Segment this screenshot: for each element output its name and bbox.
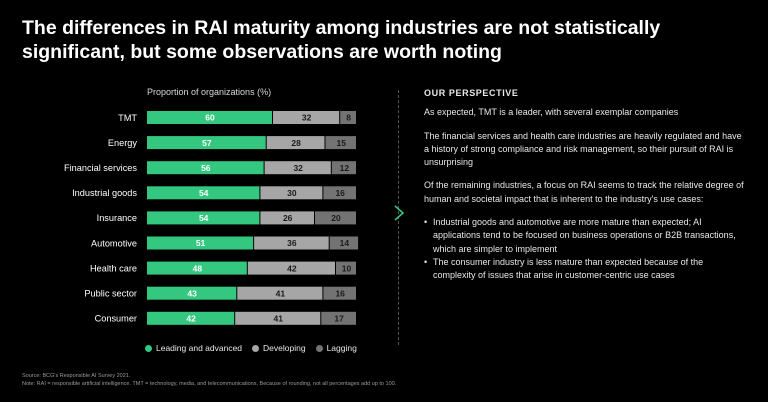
legend-dot-developing	[252, 344, 260, 352]
perspective-bullet-2: The consumer industry is less mature tha…	[424, 256, 744, 283]
perspective-para-3: Of the remaining industries, a focus on …	[424, 180, 744, 204]
perspective-para-1: As expected, TMT is a leader, with sever…	[424, 107, 679, 118]
bar-insurance-developing	[260, 211, 314, 225]
data-label-energy-lagging: 15	[337, 138, 347, 148]
category-label-automotive: Automotive	[91, 238, 137, 248]
legend-dot-lagging	[315, 344, 323, 352]
source-note: Source: BCG's Responsible AI Survey 2021…	[22, 372, 396, 388]
data-label-public-sector-lagging: 16	[335, 288, 345, 298]
bar-health-care-leading	[147, 261, 247, 275]
bar-financial-services-developing	[264, 161, 331, 175]
category-label-consumer: Consumer	[95, 314, 137, 324]
data-label-insurance-leading: 54	[199, 213, 209, 223]
data-label-automotive-leading: 51	[196, 238, 206, 248]
data-label-health-care-lagging: 10	[342, 263, 352, 273]
bar-health-care-lagging	[336, 261, 356, 275]
bar-energy-lagging	[325, 136, 356, 150]
data-label-automotive-lagging: 14	[340, 238, 350, 248]
legend-item-leading: Leading and advanced	[145, 343, 242, 353]
bar-public-sector-leading	[147, 286, 237, 300]
bar-automotive-lagging	[329, 236, 359, 250]
bar-tmt-developing	[273, 111, 340, 124]
data-label-industrial-goods-developing: 30	[287, 188, 297, 198]
bar-tmt-lagging	[340, 111, 356, 124]
page-title: The differences in RAI maturity among in…	[22, 16, 742, 64]
chart-axis-label: Proportion of organizations (%)	[147, 87, 272, 97]
bar-consumer-developing	[235, 311, 321, 325]
data-label-industrial-goods-leading: 54	[199, 188, 209, 198]
perspective-list: Industrial goods and automotive are more…	[424, 216, 744, 282]
chart-legend: Leading and advanced Developing Lagging	[145, 343, 357, 353]
category-label-health-care: Health care	[90, 263, 137, 273]
bar-energy-developing	[266, 136, 325, 150]
bar-energy-leading	[147, 136, 266, 150]
legend-dot-leading	[145, 344, 152, 352]
data-label-public-sector-leading: 43	[187, 288, 197, 298]
chevron-right-icon	[394, 205, 405, 221]
data-label-automotive-developing: 36	[287, 238, 297, 248]
data-label-financial-services-developing: 32	[293, 163, 303, 173]
bar-insurance-lagging	[315, 211, 356, 225]
bar-industrial-goods-developing	[260, 186, 323, 200]
data-label-health-care-developing: 42	[287, 263, 297, 273]
category-label-tmt: TMT	[118, 113, 137, 123]
data-label-insurance-lagging: 20	[331, 213, 341, 223]
data-label-insurance-developing: 26	[283, 213, 293, 223]
bar-public-sector-lagging	[323, 286, 356, 300]
perspective-bullet-1: Industrial goods and automotive are more…	[424, 216, 744, 256]
perspective-heading: OUR PERSPECTIVE	[424, 88, 519, 98]
data-label-tmt-leading: 60	[205, 113, 215, 123]
data-label-energy-leading: 57	[202, 138, 212, 148]
perspective-panel: OUR PERSPECTIVE As expected, TMT is a le…	[424, 87, 744, 283]
title-line-2: significant, but some observations are w…	[22, 41, 502, 63]
bar-automotive-leading	[147, 236, 254, 250]
bar-public-sector-developing	[237, 286, 323, 300]
data-label-tmt-lagging: 8	[346, 113, 351, 123]
bar-health-care-developing	[247, 261, 335, 275]
source-line: Source: BCG's Responsible AI Survey 2021…	[22, 373, 131, 379]
bar-industrial-goods-lagging	[323, 186, 356, 200]
legend-label-lagging: Lagging	[326, 343, 357, 353]
title-line-1: The differences in RAI maturity among in…	[22, 17, 661, 39]
data-label-tmt-developing: 32	[302, 113, 312, 123]
bar-consumer-lagging	[321, 311, 356, 325]
legend-label-leading: Leading and advanced	[156, 343, 243, 353]
category-label-energy: Energy	[108, 138, 138, 148]
data-label-consumer-developing: 41	[274, 314, 284, 324]
data-label-health-care-leading: 48	[193, 263, 203, 273]
bar-consumer-leading	[147, 311, 235, 325]
category-label-insurance: Insurance	[97, 213, 137, 223]
legend-item-developing: Developing	[252, 343, 306, 353]
legend-item-lagging: Lagging	[315, 343, 357, 353]
category-label-industrial-goods: Industrial goods	[72, 188, 137, 198]
legend-label-developing: Developing	[263, 343, 306, 353]
bar-insurance-leading	[147, 211, 260, 225]
data-label-consumer-leading: 42	[186, 314, 196, 324]
bar-financial-services-leading	[147, 161, 264, 175]
stacked-bar-chart: TMT 60 32 8 Energy 57 28 15 Financial services 56…	[64, 111, 359, 325]
bar-automotive-developing	[254, 236, 329, 250]
data-label-financial-services-lagging: 12	[340, 163, 350, 173]
data-label-industrial-goods-lagging: 16	[335, 188, 345, 198]
data-label-energy-developing: 28	[291, 138, 301, 148]
note-line: Note: RAI = responsible artificial intel…	[22, 381, 397, 387]
category-label-financial-services: Financial services	[64, 163, 137, 173]
data-label-consumer-lagging: 17	[334, 314, 344, 324]
bar-financial-services-lagging	[331, 161, 356, 175]
perspective-para-2: The financial services and health care i…	[424, 130, 742, 168]
bar-industrial-goods-leading	[147, 186, 260, 200]
bar-tmt-leading	[147, 111, 272, 124]
data-label-financial-services-leading: 56	[201, 163, 211, 173]
data-label-public-sector-developing: 41	[276, 288, 286, 298]
category-label-public-sector: Public sector	[84, 289, 137, 299]
